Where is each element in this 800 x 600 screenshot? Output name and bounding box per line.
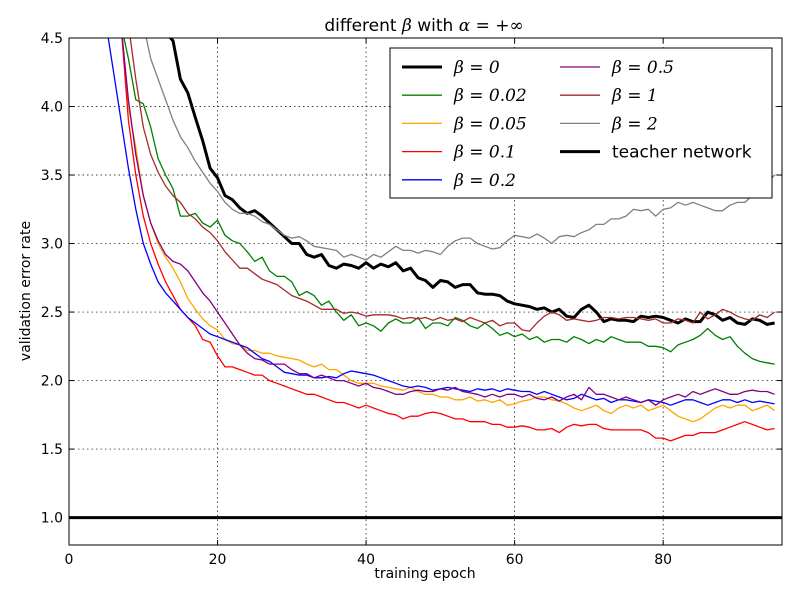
legend-label-8: teacher network [612, 143, 752, 163]
y-tick-label: 4.5 [41, 31, 63, 47]
tick-layer: 0 20 40 60 80 1.0 1.5 2.0 2.5 3.0 3.5 4.0 4.5 [41, 31, 782, 568]
chart-title: different β with α = +∞ [324, 16, 523, 36]
series-line-3 [121, 38, 775, 442]
y-tick-label: 2.5 [41, 305, 63, 321]
legend-label-6: β = 1 [611, 86, 658, 106]
x-tick-label: 80 [654, 552, 672, 568]
chart-title-alpha: α = +∞ [459, 16, 524, 36]
series-line-1 [123, 38, 775, 365]
y-axis-label: validation error rate [18, 221, 34, 361]
y-tick-label: 1.5 [41, 442, 63, 458]
y-tick-label: 4.0 [41, 100, 63, 116]
series-line-5 [121, 38, 775, 406]
legend-label-3: β = 0.1 [453, 143, 516, 163]
series-line-2 [121, 38, 775, 423]
chart-title-beta: β [401, 16, 412, 36]
x-tick-label: 60 [506, 552, 524, 568]
series-line-6 [129, 38, 775, 332]
y-tick-label: 3.0 [41, 237, 63, 253]
legend-label-2: β = 0.05 [453, 114, 527, 134]
x-tick-label: 20 [209, 552, 227, 568]
legend-label-7: β = 2 [611, 114, 658, 134]
legend-label-0: β = 0 [453, 58, 500, 78]
legend: β = 0 β = 0.02 β = 0.05 β = 0.1 β = 0.2 β = 0… [389, 47, 773, 199]
legend-label-4: β = 0.2 [453, 171, 516, 191]
chart-title-mid: with [417, 16, 453, 36]
x-axis-label: training epoch [374, 566, 475, 582]
series-layer [69, 38, 782, 520]
x-tick-label: 40 [357, 552, 375, 568]
plot-frame [68, 37, 783, 546]
series-line-7 [145, 38, 776, 261]
y-tick-label: 2.0 [41, 374, 63, 390]
legend-label-5: β = 0.5 [611, 58, 674, 78]
x-tick-label: 0 [65, 552, 74, 568]
legend-label-1: β = 0.02 [453, 86, 527, 106]
y-tick-label: 3.5 [41, 168, 63, 184]
y-tick-label: 1.0 [41, 511, 63, 527]
chart-title-prefix: different [324, 16, 397, 36]
